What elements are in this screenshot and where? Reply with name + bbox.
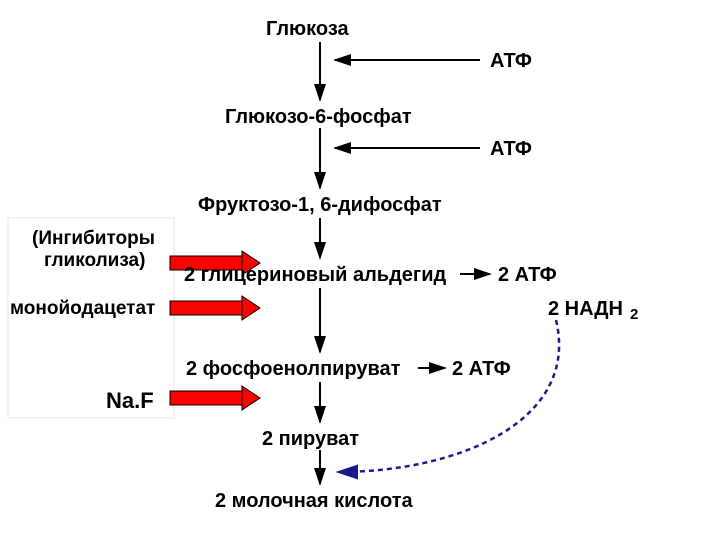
label-nadh: 2 НАДН xyxy=(548,298,623,321)
label-inhibitors2: гликолиза) xyxy=(44,250,145,272)
label-pyruvate: 2 пируват xyxy=(262,428,359,451)
label-glyceraldehyde: 2 глицериновый альдегид xyxy=(184,264,446,287)
label-lactate: 2 молочная кислота xyxy=(215,490,413,513)
label-monoiodoacetate: монойодацетат xyxy=(10,298,155,320)
label-atp3: 2 АТФ xyxy=(498,264,557,287)
label-glucose: Глюкоза xyxy=(266,18,349,41)
label-g6p: Глюкозо-6-фосфат xyxy=(225,106,412,129)
label-nadh_sub: 2 xyxy=(630,306,638,323)
label-naf: Na.F xyxy=(106,388,154,414)
label-atp2: АТФ xyxy=(490,138,532,161)
label-f16dp: Фруктозо-1, 6-дифосфат xyxy=(198,194,442,217)
label-atp1: АТФ xyxy=(490,50,532,73)
label-atp4: 2 АТФ xyxy=(452,358,511,381)
label-pep: 2 фосфоенолпируват xyxy=(186,358,400,381)
label-inhibitors1: (Ингибиторы xyxy=(32,228,155,250)
